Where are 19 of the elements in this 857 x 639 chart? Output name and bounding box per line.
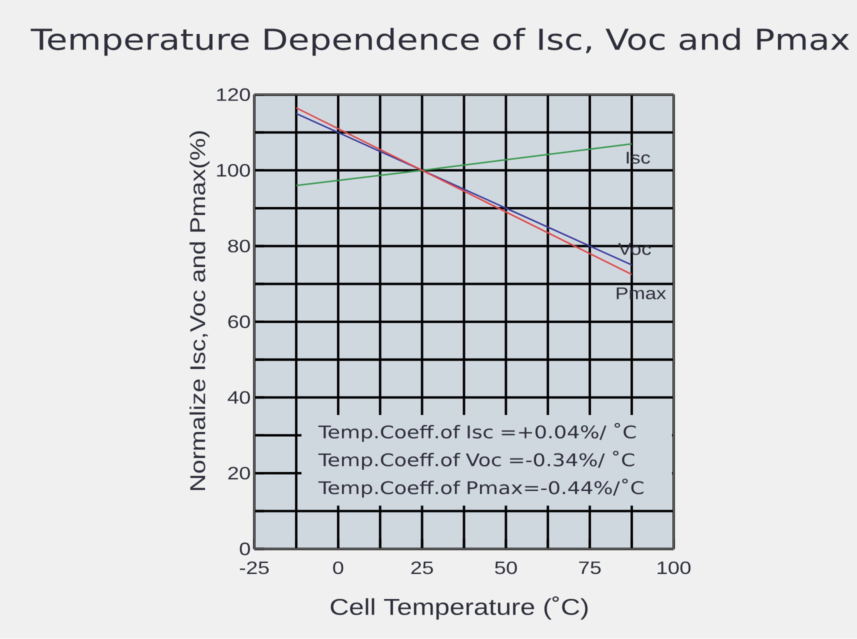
annotation: Temp.Coeff.of Pmax=-0.44%/˚C xyxy=(318,478,644,498)
x-tick-label: 75 xyxy=(579,562,601,574)
y-tick-label: 20 xyxy=(228,467,250,480)
annotation: Temp.Coeff.of Voc =-0.34%/ ˚C xyxy=(318,451,634,470)
y-tick-label: 100 xyxy=(217,164,250,177)
y-tick-label: 40 xyxy=(228,391,250,404)
x-tick-label: 100 xyxy=(658,562,691,574)
chart-title: Temperature Dependence of Isc, Voc and Pmax xyxy=(30,28,850,56)
y-tick-label: 120 xyxy=(217,88,250,102)
x-axis-title: Cell Temperature (˚C) xyxy=(330,596,588,620)
x-tick-label: 25 xyxy=(411,562,433,574)
y-tick-label: 0 xyxy=(240,542,250,556)
y-tick-label: 60 xyxy=(228,316,250,328)
y-axis-title: Normalize Isc,Voc and Pmax(%) xyxy=(190,132,210,490)
x-tick-label: 0 xyxy=(333,562,344,574)
annotation: Temp.Coeff.of Isc =+0.04%/ ˚C xyxy=(318,423,636,442)
x-tick-label: -25 xyxy=(240,562,269,574)
y-tick-label: 80 xyxy=(228,240,250,253)
x-tick-label: 50 xyxy=(495,562,517,574)
